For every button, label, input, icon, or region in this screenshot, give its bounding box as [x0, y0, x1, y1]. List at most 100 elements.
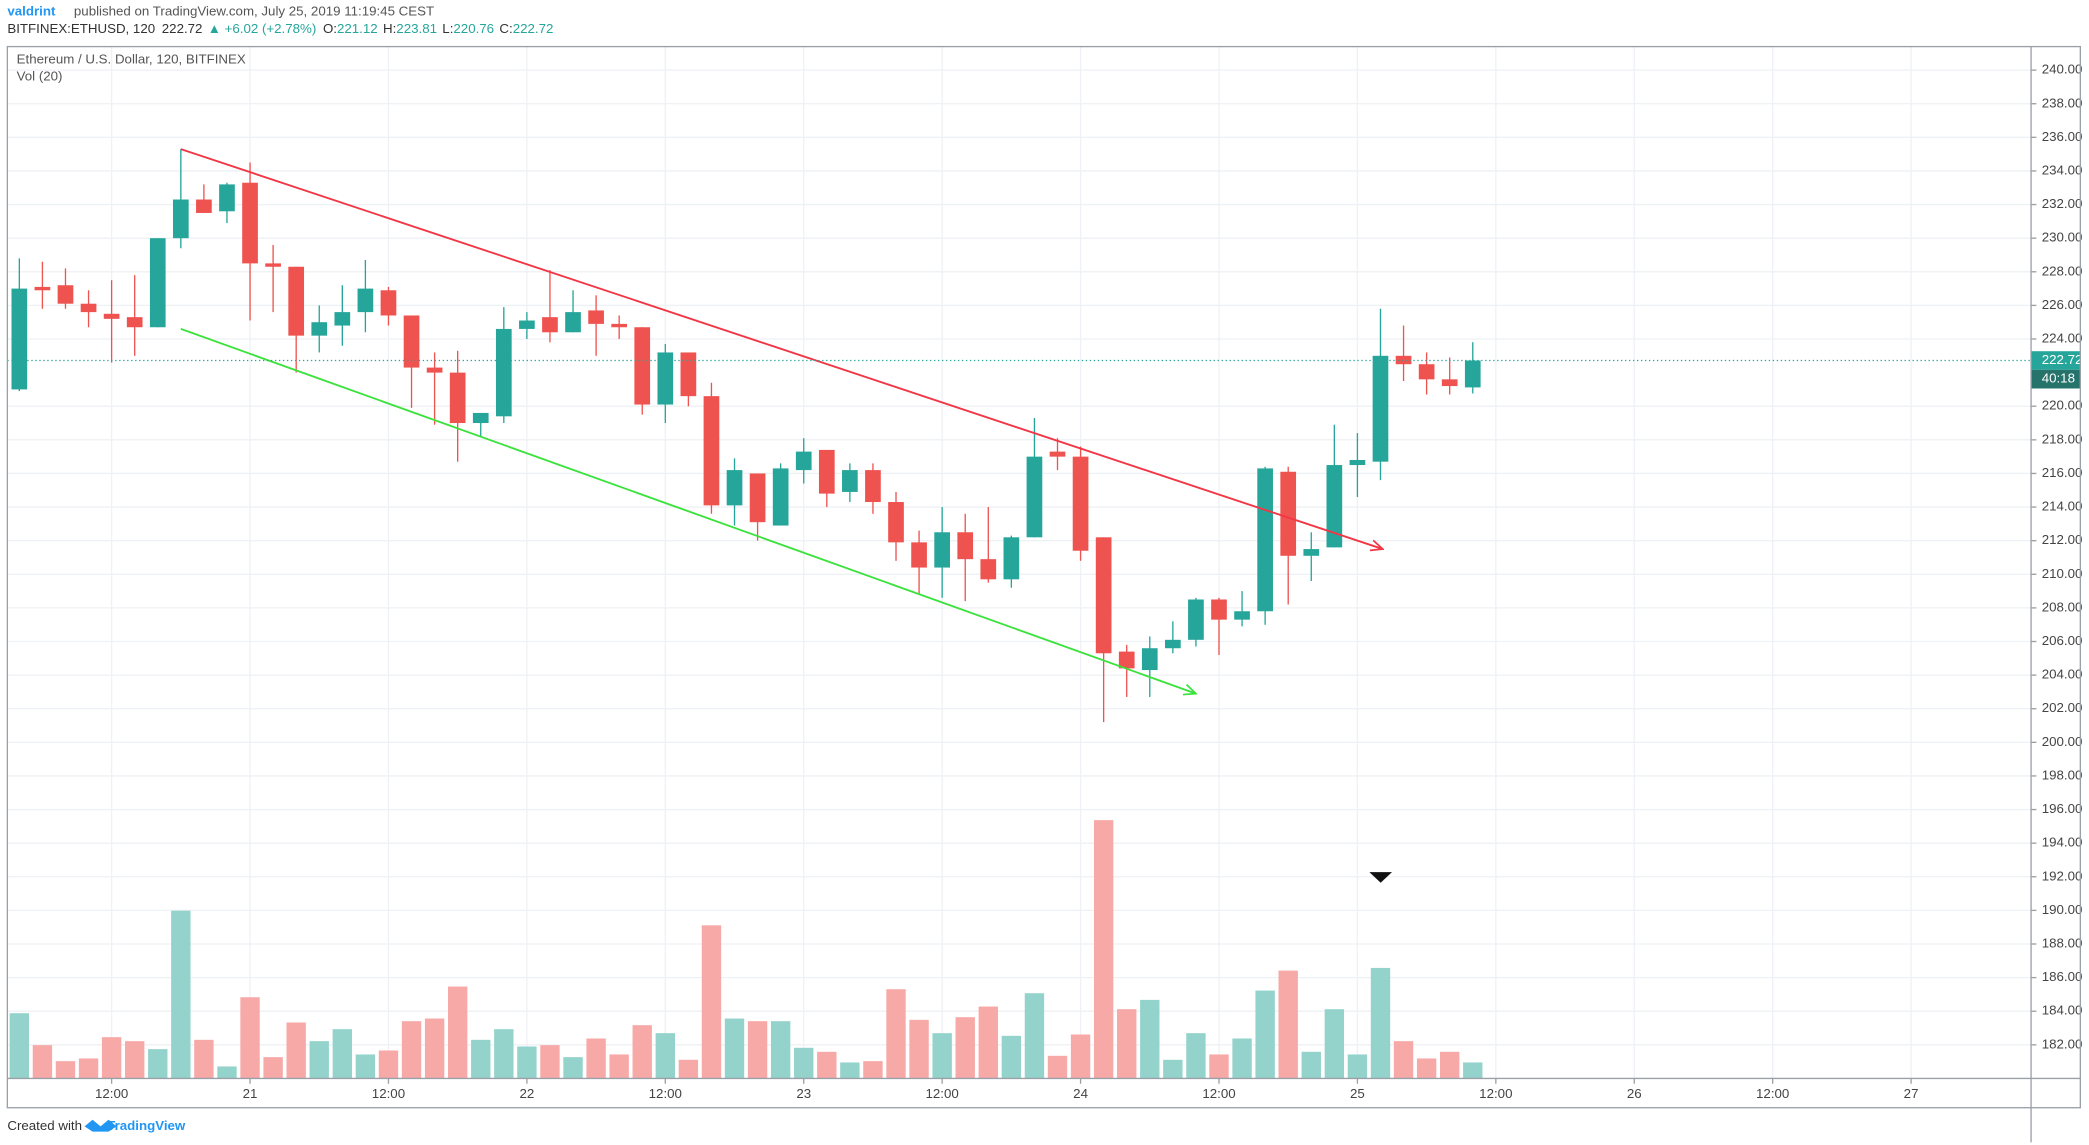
candle-body: [865, 470, 881, 503]
footer-created: Created with: [7, 1118, 82, 1133]
y-tick-label: 224.00: [2042, 331, 2083, 346]
candle-body: [242, 182, 258, 264]
volume-bar: [701, 925, 722, 1079]
volume-bar: [863, 1061, 883, 1079]
published-note: published on TradingView.com, July 25, 2…: [74, 3, 434, 18]
countdown-label: 40:18: [2042, 371, 2075, 386]
volume-bar: [1324, 1009, 1345, 1079]
volume-bar: [1093, 820, 1114, 1079]
y-tick-label: 236.00: [2042, 129, 2083, 144]
y-tick-label: 184.00: [2042, 1003, 2083, 1018]
symbol: BITFINEX:ETHUSD, 120: [7, 21, 155, 36]
author[interactable]: valdrint: [7, 3, 56, 18]
candle-body: [1349, 460, 1366, 466]
last-price-label: 222.72: [2042, 352, 2083, 367]
candle-body: [1003, 537, 1020, 580]
candle-body: [196, 199, 212, 213]
candle-body: [1418, 364, 1435, 380]
brand-logo: [84, 1119, 117, 1132]
y-tick-label: 192.00: [2042, 868, 2083, 883]
volume-bar: [332, 1029, 353, 1079]
volume-bar: [1463, 1062, 1483, 1079]
volume-bar: [1186, 1033, 1206, 1079]
x-tick-label: 24: [1073, 1086, 1088, 1101]
candle-body: [542, 317, 558, 333]
ohlc-label: C:: [499, 21, 512, 36]
candle-body: [657, 352, 674, 405]
volume-bar: [886, 989, 906, 1079]
ohlc-value: 220.76: [453, 21, 494, 36]
volume-bar: [1209, 1054, 1229, 1079]
x-tick-label: 25: [1350, 1086, 1365, 1101]
volume-bar: [770, 1021, 791, 1079]
candle-body: [565, 312, 581, 333]
candle-body: [1095, 537, 1112, 654]
y-tick-label: 206.00: [2042, 633, 2083, 648]
volume-bar: [447, 986, 468, 1079]
candle-body: [726, 470, 743, 506]
volume-bar: [148, 1049, 168, 1079]
y-tick-label: 216.00: [2042, 465, 2083, 480]
grid: 182.00 184.00 186.00 188.00 190.00 192.00 194.…: [7, 46, 2083, 1101]
x-tick-label: 12:00: [372, 1086, 405, 1101]
volume-bar: [401, 1021, 422, 1079]
volume-bar: [125, 1041, 145, 1079]
candle-body: [1303, 549, 1320, 556]
volume-bar: [794, 1047, 814, 1079]
volume-bar: [217, 1066, 237, 1079]
volume-bar: [9, 1013, 30, 1079]
x-tick-label: 12:00: [1479, 1086, 1512, 1101]
volume-bar: [1117, 1009, 1137, 1079]
volume-bar: [609, 1054, 629, 1079]
volume-bar: [1163, 1059, 1183, 1079]
trend-line: [180, 148, 1383, 549]
volume-bar: [840, 1062, 860, 1079]
volume-bar: [1024, 993, 1045, 1079]
candle-body: [1395, 355, 1412, 365]
ohlc-value: 223.81: [396, 21, 437, 36]
volume-bar: [1140, 999, 1160, 1079]
volume-bar: [932, 1033, 952, 1079]
volume-bar: [171, 910, 191, 1079]
volume-bar: [355, 1054, 376, 1079]
ohlc-label: L:: [442, 21, 453, 36]
candle-body: [634, 327, 651, 405]
y-tick-label: 204.00: [2042, 667, 2083, 682]
volume-bar: [1070, 1034, 1091, 1079]
y-tick-label: 200.00: [2042, 734, 2083, 749]
candle-body: [934, 532, 950, 568]
y-tick-label: 182.00: [2042, 1036, 2083, 1051]
candle-body: [495, 328, 512, 417]
volume-bar: [724, 1018, 745, 1079]
volume-bar: [286, 1022, 306, 1079]
candle-body: [818, 449, 835, 494]
candle-body: [11, 288, 28, 390]
candle-body: [1049, 451, 1066, 457]
event-marker: [1369, 872, 1392, 883]
y-tick-label: 210.00: [2042, 566, 2083, 581]
volume-bar: [1440, 1051, 1460, 1079]
volume-bar: [632, 1025, 652, 1079]
candle-body: [380, 290, 397, 316]
footer-brand[interactable]: TradingView: [107, 1118, 186, 1133]
y-tick-label: 238.00: [2042, 95, 2083, 110]
y-tick-label: 198.00: [2042, 767, 2083, 782]
chart-frame: [6, 45, 2081, 1109]
y-tick-label: 232.00: [2042, 196, 2083, 211]
x-tick-label: 23: [796, 1086, 811, 1101]
candle-body: [588, 310, 604, 324]
candle-body: [403, 315, 420, 368]
volume-bar: [1232, 1038, 1252, 1079]
candle-body: [1211, 599, 1227, 620]
candle-layer: [11, 149, 1481, 723]
candle-body: [34, 286, 51, 291]
x-tick-label: 12:00: [926, 1086, 959, 1101]
y-tick-label: 240.00: [2042, 62, 2083, 77]
volume-bar: [1278, 970, 1298, 1079]
x-tick-label: 12:00: [1202, 1086, 1235, 1101]
trend-line: [180, 328, 1196, 694]
candle-body: [911, 542, 927, 568]
candle-body: [426, 367, 443, 373]
ticker-line: BITFINEX:ETHUSD, 120 222.72 ▲ +6.02 (+2.78…: [7, 21, 553, 36]
volume-bar: [1001, 1035, 1022, 1079]
